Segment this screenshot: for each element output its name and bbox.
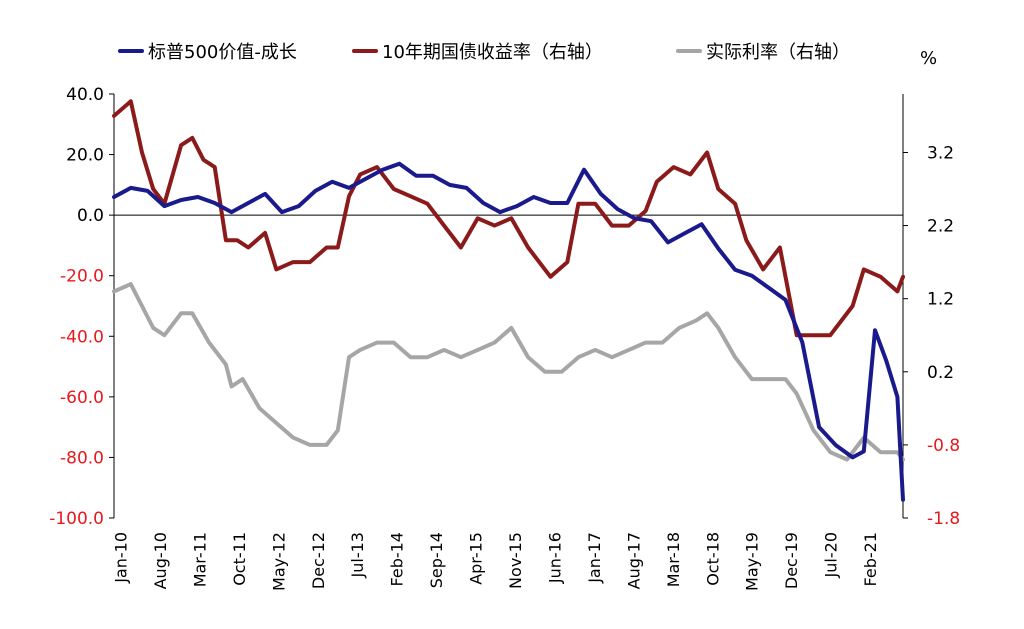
- x-axis-tick-label: Mar-18: [664, 532, 683, 587]
- x-axis-tick-label: Oct-18: [703, 532, 722, 586]
- x-axis-tick-label: Aug-17: [624, 532, 643, 589]
- series-line-1: [112, 99, 905, 338]
- x-axis-tick-label: Mar-11: [190, 532, 209, 587]
- x-axis-tick-label: Feb-14: [388, 532, 407, 586]
- x-axis-tick-label: May-19: [743, 532, 762, 591]
- legend-swatch-10y-yield: [352, 49, 378, 53]
- x-axis-tick-label: Jun-16: [545, 532, 564, 584]
- x-axis-tick-label: Jul-13: [348, 532, 367, 578]
- series-line-0: [112, 161, 905, 502]
- right-axis-tick-label: 3.2: [927, 143, 954, 163]
- legend-label-10y-yield: 10年期国债收益率（右轴）: [382, 42, 603, 63]
- left-axis-tick-label: 0.0: [77, 206, 104, 226]
- right-axis-tick-label: -1.8: [927, 509, 960, 529]
- right-axis-unit: %: [920, 48, 938, 69]
- series-line-2: [112, 282, 905, 462]
- x-axis-tick-label: Sep-14: [427, 532, 446, 588]
- left-axis-tick-label: -60.0: [60, 388, 104, 408]
- x-axis-tick-label: Dec-12: [309, 532, 328, 589]
- x-axis-tick-label: Nov-15: [506, 532, 525, 589]
- legend-label-value-growth: 标普500价值-成长: [148, 42, 297, 63]
- x-axis-tick-label: May-12: [269, 532, 288, 591]
- right-axis-tick-label: 1.2: [927, 290, 954, 310]
- left-axis-tick-label: 20.0: [66, 146, 104, 166]
- chart-legend: 标普500价值-成长 10年期国债收益率（右轴） 实际利率（右轴）: [0, 0, 1024, 63]
- x-axis-tick-label: Apr-15: [467, 532, 486, 585]
- legend-item-10y-yield: 10年期国债收益率（右轴）: [352, 38, 603, 64]
- legend-label-real-rate: 实际利率（右轴）: [706, 42, 850, 63]
- legend-swatch-real-rate: [676, 49, 702, 53]
- x-axis-tick-label: Jan-17: [585, 532, 604, 584]
- x-axis-tick-label: Aug-10: [151, 532, 170, 589]
- right-axis-tick-label: -0.8: [927, 436, 960, 456]
- plot-layer: 40.0 20.0 0.0 -20.0 -40.0 -60.0 -80.0 -100.0 3.2…: [49, 85, 960, 591]
- left-axis-tick-label: 40.0: [66, 85, 104, 105]
- left-axis-tick-label: -80.0: [60, 448, 104, 468]
- right-axis-tick-label: 2.2: [927, 217, 954, 237]
- legend-item-value-growth: 标普500价值-成长: [118, 38, 297, 64]
- x-axis-tick-label: Dec-19: [782, 532, 801, 589]
- x-axis-tick-label: Feb-21: [861, 532, 880, 586]
- left-axis-tick-label: -20.0: [60, 267, 104, 287]
- x-axis-tick-label: Oct-11: [230, 532, 249, 586]
- left-axis-tick-label: -100.0: [49, 509, 104, 529]
- x-axis-tick-label: Jul-20: [822, 532, 841, 578]
- left-axis-tick-label: -40.0: [60, 327, 104, 347]
- right-axis-tick-label: 0.2: [927, 363, 954, 383]
- legend-swatch-value-growth: [118, 49, 144, 53]
- x-axis-tick-label: Jan-10: [112, 532, 131, 584]
- legend-item-real-rate: 实际利率（右轴）: [676, 38, 850, 64]
